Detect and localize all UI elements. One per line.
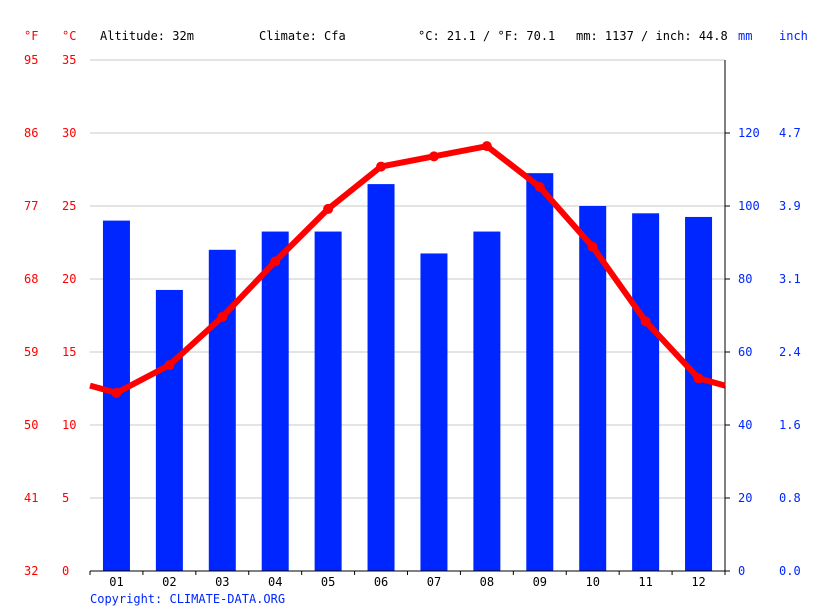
month-tick-label: 11 [638,575,652,589]
temperature-point [693,373,704,384]
fahrenheit-tick-label: 95 [24,53,38,67]
precipitation-bar [685,216,713,571]
precipitation-bar [579,206,607,571]
fahrenheit-tick-label: 50 [24,418,38,432]
temperature-point [428,151,439,162]
month-tick-label: 05 [321,575,335,589]
precipitation-bar [367,184,395,571]
temperature-point [164,360,175,371]
inch-tick-label: 1.6 [779,418,801,432]
fahrenheit-tick-label: 68 [24,272,38,286]
precipitation-bar [526,173,554,571]
celsius-tick-label: 35 [62,53,76,67]
mm-tick-label: 20 [738,491,752,505]
month-tick-label: 12 [691,575,705,589]
temperature-point [587,241,598,252]
celsius-tick-label: 0 [62,564,69,578]
precipitation-bars [102,173,713,572]
mm-tick-label: 60 [738,345,752,359]
celsius-tick-label: 25 [62,199,76,213]
grid-lines [90,59,725,499]
chart-axes [89,60,730,575]
unit-fahrenheit-label: °F [24,29,38,43]
inch-tick-label: 4.7 [779,126,801,140]
inch-tick-label: 2.4 [779,345,801,359]
month-tick-label: 01 [109,575,123,589]
temperature-point [534,182,545,193]
fahrenheit-tick-label: 32 [24,564,38,578]
month-tick-label: 10 [585,575,599,589]
celsius-tick-label: 30 [62,126,76,140]
precipitation-bar [208,249,236,572]
fahrenheit-tick-label: 59 [24,345,38,359]
altitude-label: Altitude: 32m [100,29,194,43]
mm-tick-label: 40 [738,418,752,432]
month-tick-label: 06 [374,575,388,589]
tick-labels: 0 32 5 41 10 50 15 59 20 68 25 77 30 86 35 95 01 02 03 04 05… [24,53,801,589]
month-tick-label: 07 [427,575,441,589]
mm-tick-label: 120 [738,126,760,140]
temperature-point [376,161,387,172]
precipitation-bar [632,213,660,572]
mm-tick-label: 0 [738,564,745,578]
precipitation-bar [261,231,289,572]
celsius-tick-label: 10 [62,418,76,432]
celsius-tick-label: 15 [62,345,76,359]
precipitation-bar [155,289,183,571]
month-tick-label: 03 [215,575,229,589]
fahrenheit-tick-label: 77 [24,199,38,213]
precipitation-bar [473,231,501,572]
month-tick-label: 09 [533,575,547,589]
inch-tick-label: 0.0 [779,564,801,578]
fahrenheit-tick-label: 86 [24,126,38,140]
month-tick-label: 08 [480,575,494,589]
unit-mm-label: mm [738,29,752,43]
temperature-point [217,311,228,322]
month-tick-label: 02 [162,575,176,589]
mm-tick-label: 80 [738,272,752,286]
temperature-point [270,256,281,267]
inch-tick-label: 0.8 [779,491,801,505]
precipitation-bar [420,253,448,571]
temperature-point [481,141,492,152]
temperature-point [640,316,651,327]
unit-celsius-label: °C [62,29,76,43]
celsius-tick-label: 20 [62,272,76,286]
inch-tick-label: 3.1 [779,272,801,286]
month-tick-label: 04 [268,575,282,589]
fahrenheit-tick-label: 41 [24,491,38,505]
average-temperature-label: °C: 21.1 / °F: 70.1 [418,29,555,43]
temperature-point [111,387,122,398]
mm-tick-label: 100 [738,199,760,213]
inch-tick-label: 3.9 [779,199,801,213]
temperature-curve [89,143,726,396]
precipitation-total-label: mm: 1137 / inch: 44.8 [576,29,728,43]
precipitation-bar [314,231,342,572]
climate-label: Climate: Cfa [259,29,346,43]
copyright-label: Copyright: CLIMATE-DATA.ORG [90,592,285,606]
celsius-tick-label: 5 [62,491,69,505]
temperature-point [323,203,334,214]
unit-inch-label: inch [779,29,808,43]
temperature-line [89,141,726,398]
